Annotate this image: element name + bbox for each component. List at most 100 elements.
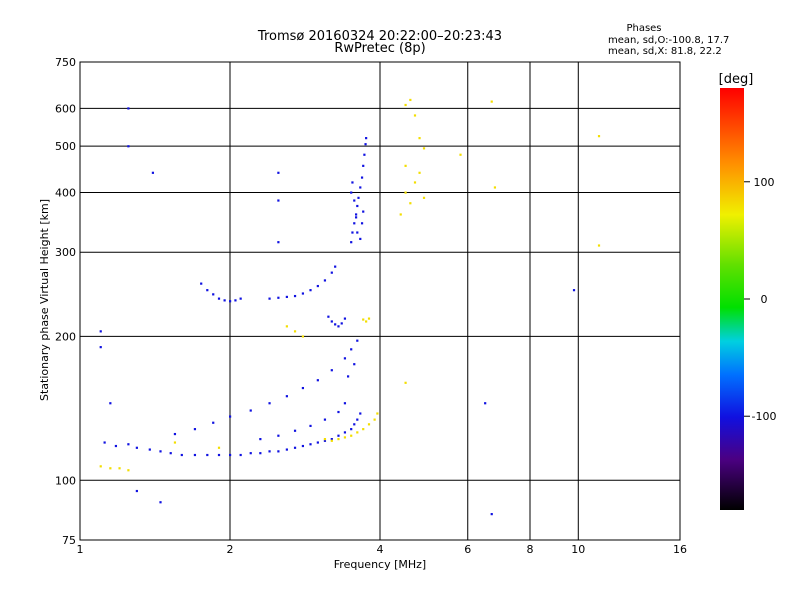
data-point-o [259, 437, 262, 441]
data-point-o [212, 421, 215, 424]
data-point-x [330, 439, 333, 442]
x-tick-label: 2 [227, 543, 234, 556]
y-tick-label: 75 [62, 534, 76, 547]
data-point-o [337, 325, 340, 328]
data-point-x [323, 437, 327, 441]
y-axis-ticks: 75 100 200 300 400 500 600 750 [55, 56, 76, 547]
data-point-o [169, 452, 172, 455]
data-point-o [309, 289, 312, 292]
data-point-x [459, 153, 462, 156]
data-point-o [359, 412, 362, 415]
data-point-o [212, 293, 215, 296]
x-tick-label: 10 [571, 543, 585, 556]
data-point-o [309, 424, 312, 428]
data-point-o [103, 441, 106, 444]
data-point-x [409, 202, 412, 205]
data-point-o [285, 295, 288, 299]
data-point-x [99, 465, 102, 468]
data-point-x [343, 436, 347, 439]
data-point-o [277, 241, 280, 244]
data-point-o [173, 432, 177, 436]
data-point-o [277, 434, 280, 437]
data-point-o [249, 409, 252, 412]
data-point-o [277, 450, 280, 453]
data-point-o [353, 222, 356, 225]
colorbar-ticks: 100 0 -100 [744, 176, 776, 423]
data-point-o [239, 297, 242, 300]
data-point-x [404, 103, 407, 107]
data-point-o [350, 191, 353, 194]
data-point-o [239, 453, 242, 457]
data-point-o [127, 145, 130, 148]
data-point-o [109, 402, 112, 405]
data-point-o [206, 453, 209, 457]
grid-lines [80, 62, 680, 540]
data-point-o [343, 431, 347, 434]
y-tick-label: 200 [55, 330, 76, 343]
data-point-o [293, 446, 297, 449]
data-point-o [354, 213, 358, 216]
data-point-o [327, 315, 330, 318]
data-point-o [301, 444, 305, 448]
data-point-o [268, 402, 271, 405]
data-point-x [418, 137, 421, 140]
data-point-o [362, 210, 365, 213]
data-point-o [363, 153, 366, 156]
data-point-o [484, 402, 487, 405]
data-point-o [356, 339, 359, 342]
data-point-o [229, 415, 232, 418]
data-point-o [330, 369, 333, 372]
data-point-o [234, 299, 237, 302]
data-point-x [422, 196, 426, 199]
data-point-o [285, 395, 288, 398]
data-point-x [127, 469, 130, 472]
data-point-o [206, 289, 209, 292]
data-point-o [114, 444, 118, 448]
data-point-o [268, 297, 271, 300]
data-point-o [359, 186, 362, 189]
data-point-o [360, 222, 364, 225]
data-point-o [360, 176, 364, 179]
y-tick-label: 600 [55, 102, 76, 115]
data-point-x [399, 213, 402, 216]
data-point-o [343, 317, 347, 320]
data-point-o [99, 330, 102, 333]
y-tick-label: 750 [55, 56, 76, 69]
data-point-o [334, 323, 337, 326]
data-point-o [346, 375, 350, 378]
data-point-o [277, 171, 280, 174]
phase-stats-o: mean, sd,O:-100.8, 17.7 [608, 35, 729, 46]
data-point-x [490, 100, 493, 103]
data-point-x [301, 335, 305, 338]
data-point-o [350, 348, 353, 351]
data-point-o [356, 231, 359, 234]
data-point-x [285, 325, 288, 328]
data-point-o [316, 379, 319, 382]
data-point-x [373, 418, 376, 421]
chart-subtitle: RwPretec (8p) [334, 41, 425, 56]
data-point-o [323, 439, 327, 442]
data-point-o [353, 363, 356, 366]
data-point-o [193, 428, 197, 431]
data-point-o [337, 434, 340, 437]
data-points [99, 98, 601, 516]
data-point-o [350, 241, 353, 244]
data-point-o [343, 402, 347, 405]
data-point-x [409, 98, 412, 102]
data-point-x [362, 318, 365, 321]
x-tick-label: 1 [77, 543, 84, 556]
x-tick-label: 16 [673, 543, 687, 556]
data-point-o [330, 271, 333, 274]
data-point-o [353, 423, 356, 426]
data-point-o [148, 448, 151, 451]
data-point-o [340, 322, 343, 325]
data-point-x [350, 434, 353, 437]
data-point-o [316, 284, 319, 288]
data-point-o [357, 196, 360, 199]
phase-stats-x: mean, sd,X: 81.8, 22.2 [608, 46, 722, 57]
phase-stats: Phases mean, sd,O:-100.8, 17.7 mean, sd,… [608, 23, 729, 57]
data-point-o [223, 299, 226, 302]
data-point-o [337, 410, 340, 414]
data-point-o [309, 443, 312, 446]
data-point-x [493, 186, 497, 189]
